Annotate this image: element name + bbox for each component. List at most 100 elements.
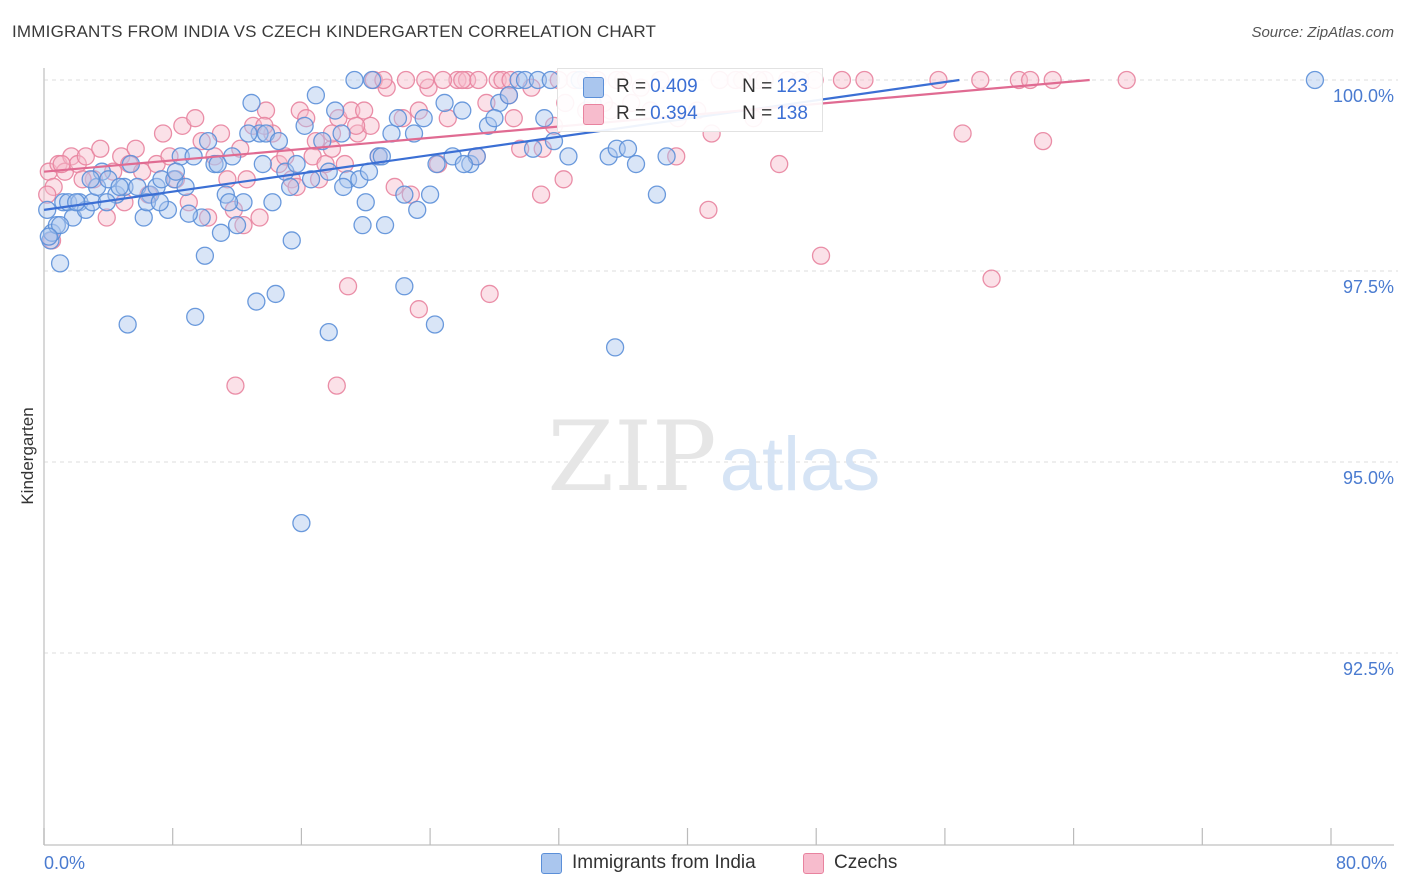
india-point <box>39 227 58 246</box>
india-point <box>535 109 554 128</box>
czech-point <box>192 131 211 151</box>
czech-point <box>256 101 276 120</box>
czech-point <box>38 185 57 204</box>
india-point <box>395 185 414 204</box>
y-tick-label: 100.0% <box>1332 86 1394 106</box>
india-point <box>523 139 543 158</box>
india-point <box>657 147 676 166</box>
czech-point <box>335 154 354 174</box>
czech-point <box>554 170 573 189</box>
czech-point <box>855 70 874 90</box>
n-label: N = <box>742 76 773 97</box>
czech-point <box>480 284 499 304</box>
czech-point <box>453 70 472 90</box>
india-point <box>287 154 306 174</box>
india-point <box>263 193 282 212</box>
india-point <box>208 154 227 174</box>
watermark-zip: ZIP <box>547 401 716 513</box>
india-point <box>313 131 332 151</box>
india-point <box>334 177 353 197</box>
india-point <box>425 315 445 334</box>
czech-point <box>1033 131 1053 151</box>
india-point <box>427 154 446 174</box>
india-point <box>152 170 171 189</box>
czech-point <box>226 376 245 395</box>
czech-point <box>385 177 404 197</box>
czech-point <box>401 185 420 204</box>
india-point <box>211 223 231 242</box>
india-point <box>176 177 195 197</box>
r-value: 0.394 <box>650 103 698 124</box>
czech-point <box>438 109 457 128</box>
czech-point <box>327 376 346 395</box>
czech-point <box>953 124 972 143</box>
india-point <box>134 208 153 227</box>
india-point <box>280 177 300 197</box>
czech-point <box>287 177 306 197</box>
india-point <box>319 322 338 342</box>
czech-point <box>322 139 342 158</box>
chart-title: IMMIGRANTS FROM INDIA VS CZECH KINDERGAR… <box>12 22 657 41</box>
india-point <box>356 193 375 212</box>
czech-point <box>929 70 948 90</box>
bottom-legend-india: Immigrants from India <box>541 852 756 874</box>
czech-point <box>469 70 488 90</box>
stats-legend: R = 0.409 N = 123 R = 0.394 N = 138 <box>557 68 823 132</box>
czech-point <box>433 70 453 90</box>
india-point <box>166 162 186 181</box>
india-point <box>350 170 369 189</box>
czech-point <box>770 154 789 174</box>
n-label: N = <box>742 103 773 124</box>
czech-point <box>409 300 428 319</box>
czech-point <box>338 277 358 296</box>
india-point <box>408 200 427 220</box>
x-tick-label-max: 80.0% <box>1336 853 1388 873</box>
india-point <box>363 70 382 90</box>
czech-point <box>234 216 253 235</box>
india-point <box>115 177 134 197</box>
india-legend-label: Immigrants from India <box>572 852 756 873</box>
czech-point <box>504 109 523 128</box>
r-value: 0.409 <box>650 76 698 97</box>
india-point <box>227 216 247 235</box>
india-point <box>382 124 401 143</box>
india-point <box>499 86 519 105</box>
india-point <box>420 185 440 204</box>
czech-point <box>153 124 173 143</box>
india-point <box>242 93 261 113</box>
india-point <box>295 116 314 135</box>
india-point <box>626 154 646 174</box>
india-point <box>618 139 638 158</box>
india-point <box>110 177 129 197</box>
india-point <box>395 277 414 296</box>
india-point <box>326 101 345 120</box>
india-point <box>375 216 395 235</box>
czech-point <box>346 116 366 135</box>
czech-swatch <box>803 852 824 874</box>
india-swatch <box>583 76 604 98</box>
india-point <box>186 307 205 326</box>
czech-point <box>477 93 496 113</box>
czech-point <box>198 208 218 227</box>
india-point <box>435 93 454 113</box>
india-point <box>359 162 379 181</box>
r-label: R = <box>616 76 647 97</box>
czech-point <box>448 70 467 90</box>
czech-point <box>982 269 1001 288</box>
czech-point <box>971 70 990 90</box>
india-point <box>453 101 472 120</box>
india-point <box>301 170 321 189</box>
india-point <box>184 147 203 166</box>
czech-point <box>52 154 71 174</box>
india-point <box>414 109 433 128</box>
india-point <box>1305 70 1325 90</box>
n-value: 123 <box>776 76 808 97</box>
india-point <box>292 513 311 533</box>
india-point <box>198 131 218 151</box>
india-swatch <box>541 852 562 874</box>
y-tick-label: 95.0% <box>1342 468 1394 488</box>
india-point <box>388 109 408 128</box>
watermark-atlas: atlas <box>720 422 881 507</box>
india-point <box>137 193 157 212</box>
